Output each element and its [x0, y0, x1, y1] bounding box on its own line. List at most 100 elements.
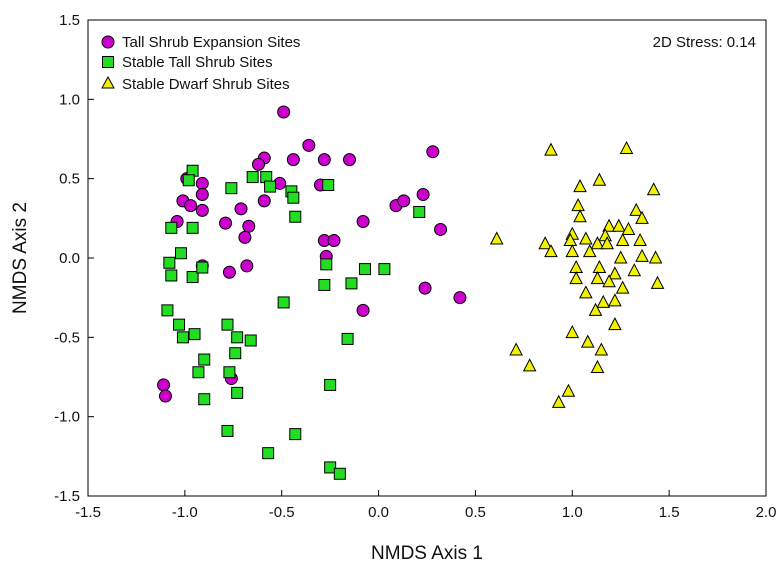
stable-dwarf-shrub-point — [563, 232, 578, 247]
stable-dwarf-shrub-point — [602, 218, 616, 232]
stable-dwarf-shrub-point — [596, 294, 611, 308]
legend-marker-stable-tall — [102, 56, 114, 68]
stable-tall-shrub-point — [320, 258, 333, 271]
stable-dwarf-shrub-point — [592, 259, 607, 274]
expansion-site-point — [184, 199, 198, 213]
stable-tall-shrub-point — [161, 304, 174, 317]
expansion-site-point — [158, 389, 172, 403]
x-axis-title: NMDS Axis 1 — [371, 543, 483, 564]
stable-tall-shrub-point — [287, 191, 300, 204]
stable-dwarf-shrub-point — [629, 202, 644, 216]
stable-dwarf-shrub-point — [561, 383, 576, 397]
expansion-site-point — [418, 281, 432, 295]
expansion-site-point — [157, 378, 171, 392]
stable-dwarf-shrub-point — [608, 266, 622, 280]
stable-dwarf-shrub-point — [613, 250, 628, 264]
x-tick-label: 1.5 — [659, 504, 680, 521]
legend-marker-expansion — [101, 35, 115, 49]
legend-label-stable-dwarf: Stable Dwarf Shrub Sites — [122, 76, 290, 93]
stable-dwarf-shrub-point — [573, 209, 587, 223]
stable-dwarf-shrub-point — [615, 232, 630, 247]
stable-tall-shrub-point — [413, 205, 426, 218]
expansion-site-point — [317, 153, 331, 167]
stable-dwarf-shrub-point — [608, 317, 622, 331]
x-tick-label: -0.5 — [269, 504, 295, 521]
x-tick-label: 0.5 — [465, 504, 486, 521]
stable-tall-shrub-point — [318, 278, 331, 291]
stable-dwarf-shrub-point — [615, 280, 630, 294]
expansion-site-point — [251, 157, 265, 171]
expansion-site-point — [416, 188, 430, 202]
stable-dwarf-shrub-point — [608, 293, 622, 307]
expansion-site-point — [234, 202, 248, 216]
stable-dwarf-shrub-point — [600, 236, 614, 250]
stable-tall-shrub-point — [163, 256, 176, 269]
expansion-site-point — [397, 194, 411, 208]
stable-dwarf-shrub-point — [509, 342, 523, 356]
stable-tall-shrub-point — [188, 328, 201, 341]
stable-tall-shrub-point — [182, 174, 195, 187]
expansion-site-point — [195, 176, 209, 190]
expansion-site-point — [219, 216, 233, 230]
stable-tall-shrub-point — [322, 179, 335, 192]
axis-ticks — [87, 19, 767, 497]
stable-dwarf-shrub-point — [579, 285, 593, 299]
legend: Tall Shrub Expansion Sites Stable Tall S… — [101, 34, 300, 93]
stable-tall-shrub-point — [231, 386, 244, 399]
stable-tall-shrub-point — [223, 366, 236, 379]
stable-tall-shrub-point — [174, 247, 187, 260]
x-tick-label: -1.0 — [172, 504, 198, 521]
stable-dwarf-shrub-point — [590, 359, 605, 373]
expansion-site-point — [195, 188, 209, 202]
stable-tall-shrub-point — [324, 461, 337, 474]
stable-tall-shrub-point — [289, 428, 302, 441]
stable-dwarf-shrub-point — [582, 244, 597, 258]
y-tick-label: -1.5 — [54, 488, 80, 505]
stable-dwarf-shrub-point — [590, 236, 605, 250]
stable-tall-shrub-point — [221, 424, 234, 437]
expansion-site-point — [453, 291, 467, 305]
expansion-site-point — [343, 153, 357, 167]
x-tick-label: 0.0 — [368, 504, 389, 521]
stable-tall-shrub-point — [264, 180, 277, 193]
stable-tall-shrub-point — [277, 296, 290, 309]
stable-tall-shrub-point — [221, 318, 234, 331]
stable-dwarf-shrub-point — [621, 221, 636, 235]
expansion-site-point — [240, 259, 254, 273]
expansion-site-point — [238, 230, 252, 244]
expansion-site-point — [426, 145, 440, 159]
stable-dwarf-shrub-point — [551, 394, 566, 408]
stable-dwarf-shrub-point — [594, 342, 609, 356]
stable-tall-shrub-point — [165, 269, 178, 282]
stable-tall-shrub-point — [225, 182, 238, 195]
stress-annotation: 2D Stress: 0.14 — [653, 34, 756, 51]
stable-dwarf-shrub-point — [489, 231, 504, 245]
stable-dwarf-shrub-point — [569, 271, 583, 285]
stable-dwarf-shrub-point — [592, 172, 607, 186]
stable-dwarf-shrub-point — [544, 142, 558, 156]
stable-tall-shrub-point — [244, 334, 257, 347]
y-axis-title: NMDS Axis 2 — [10, 202, 31, 314]
stable-tall-shrub-point — [176, 331, 189, 344]
stable-dwarf-shrub-point — [571, 198, 585, 212]
stable-dwarf-shrub-point — [569, 259, 583, 274]
expansion-site-point — [277, 105, 291, 119]
stable-dwarf-shrub-point — [565, 244, 580, 258]
stable-tall-shrub-point — [333, 467, 346, 480]
stable-tall-shrub-point — [196, 261, 209, 274]
legend-label-expansion: Tall Shrub Expansion Sites — [122, 34, 300, 51]
legend-label-stable-tall: Stable Tall Shrub Sites — [122, 54, 273, 71]
expansion-site-point — [195, 203, 209, 217]
stable-dwarf-shrub-point — [588, 302, 603, 316]
expansion-site-point — [302, 138, 316, 152]
y-tick-label: 0.0 — [59, 250, 80, 267]
stable-tall-shrub-point — [378, 263, 391, 276]
stable-dwarf-shrub-point — [646, 182, 661, 196]
stable-dwarf-shrub-point — [602, 274, 616, 288]
stable-dwarf-shrub-point — [627, 263, 642, 277]
stable-dwarf-shrub-point — [579, 231, 593, 245]
expansion-site-point — [286, 153, 300, 167]
expansion-site-point — [327, 234, 341, 248]
y-tick-label: -0.5 — [54, 329, 80, 346]
